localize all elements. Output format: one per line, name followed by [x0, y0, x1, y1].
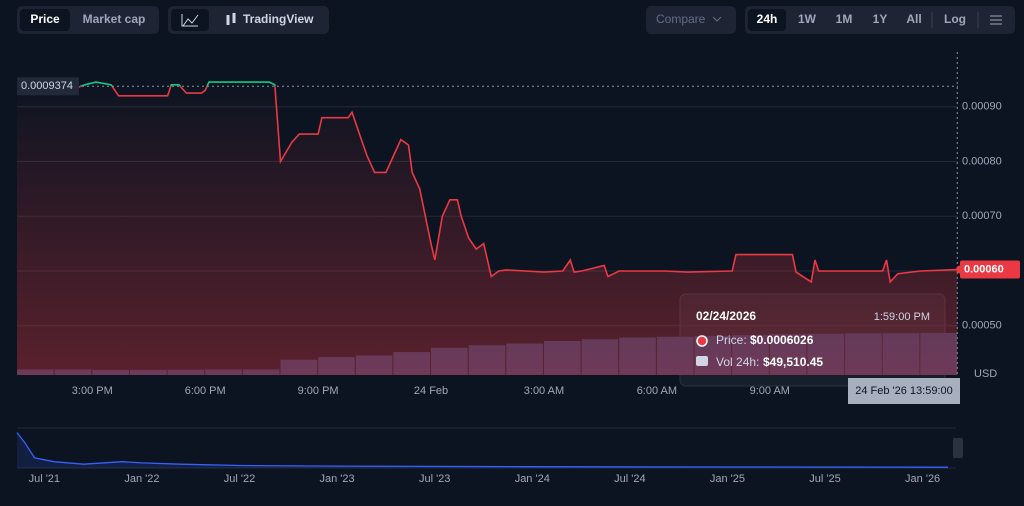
x-tick-label: Jul '22	[224, 473, 255, 485]
tooltip-price: $0.0006026	[750, 333, 814, 347]
price-line	[17, 86, 958, 284]
line-icon	[181, 14, 199, 27]
range[interactable]: 1W	[798, 12, 817, 26]
x-tick-label: Jul '24	[614, 473, 645, 485]
tooltip-date: 02/24/2026	[696, 309, 756, 323]
x-tick-label: 9:00 PM	[298, 385, 339, 397]
compare[interactable]	[646, 6, 736, 34]
last-box	[960, 260, 1020, 279]
x-tick-label: Jul '25	[809, 473, 840, 485]
y-tick-label: 0.00090	[962, 101, 1002, 113]
x-tick-label: Jan '22	[124, 473, 159, 485]
x-tick-label: Jan '26	[905, 473, 940, 485]
last-label: 0.00060	[964, 263, 1004, 275]
log[interactable]: Log	[944, 12, 966, 26]
x-tick-label: 3:00 AM	[524, 385, 564, 397]
candle-icon	[226, 13, 236, 25]
range[interactable]: 1Y	[873, 12, 888, 26]
crosshair-box	[848, 378, 960, 404]
nav-line	[16, 432, 949, 468]
price-area	[17, 86, 958, 375]
tab-active[interactable]	[20, 9, 70, 31]
x-tick-label: Jan '23	[320, 473, 355, 485]
x-tick-label: 24 Feb	[414, 385, 448, 397]
y-tick-label: 0.00050	[962, 320, 1002, 332]
settings-icon[interactable]	[990, 15, 1002, 25]
x-tick-label: Jul '23	[419, 473, 450, 485]
tooltip-vol: $49,510.45	[763, 355, 823, 369]
x-tick-label: Jan '25	[710, 473, 745, 485]
x-tick-label: 3:00 PM	[72, 385, 113, 397]
range-active[interactable]	[748, 9, 786, 31]
nav-handle[interactable]	[953, 438, 963, 458]
y-tick-label: 0.00080	[962, 155, 1002, 167]
tab[interactable]: Market cap	[83, 12, 146, 26]
crosshair-label: 24 Feb '26 13:59:00	[855, 385, 953, 397]
nav-area	[17, 432, 948, 468]
compare-label[interactable]: Compare	[656, 12, 706, 26]
tooltip-dot	[696, 335, 708, 347]
range[interactable]: All	[906, 12, 921, 26]
line-mode[interactable]	[171, 9, 209, 31]
x-tick-label: Jul '21	[29, 473, 60, 485]
range-group	[745, 6, 1015, 34]
x-tick-label: 9:00 AM	[750, 385, 790, 397]
y-tick-label: 0.00070	[962, 210, 1002, 222]
range[interactable]: 24h	[757, 12, 778, 26]
tab[interactable]: Price	[30, 12, 60, 26]
chevron	[712, 16, 722, 22]
mode[interactable]: TradingView	[243, 12, 314, 26]
range[interactable]: 1M	[836, 12, 853, 26]
x-tick-label: 6:00 PM	[185, 385, 226, 397]
tooltip-vol-label: Vol 24h:	[716, 355, 759, 369]
reference-label: 0.0009374	[21, 80, 73, 92]
x-tick-label: 6:00 AM	[637, 385, 677, 397]
tooltip-vol-icon	[696, 356, 708, 366]
reference-box	[17, 77, 79, 96]
x-tick-label: Jan '24	[515, 473, 550, 485]
tooltip-time: 1:59:00 PM	[874, 311, 930, 323]
tooltip-price-label: Price:	[716, 333, 747, 347]
currency: USD	[974, 368, 997, 380]
